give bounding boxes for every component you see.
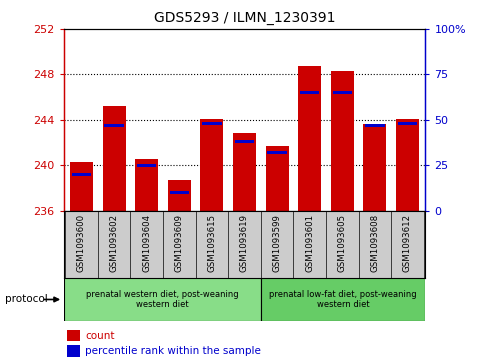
Bar [299,91,319,94]
Title: GDS5293 / ILMN_1230391: GDS5293 / ILMN_1230391 [153,11,335,25]
Bar [102,106,125,211]
Bar [265,146,288,211]
Text: GSM1093608: GSM1093608 [369,214,379,272]
Text: GSM1093599: GSM1093599 [272,214,281,272]
Bar [72,173,91,176]
Text: percentile rank within the sample: percentile rank within the sample [85,346,261,356]
Text: GSM1093600: GSM1093600 [77,214,86,272]
Text: GSM1093615: GSM1093615 [207,214,216,272]
Bar [298,66,321,211]
Bar [267,151,286,154]
Text: prenatal western diet, post-weaning
western diet: prenatal western diet, post-weaning west… [86,290,238,309]
Bar [67,345,80,357]
Text: GSM1093604: GSM1093604 [142,214,151,272]
Text: GSM1093619: GSM1093619 [240,214,248,272]
Bar [167,180,190,211]
Text: protocol: protocol [5,294,47,305]
Bar [200,119,223,211]
Bar [395,119,418,211]
Bar [363,125,386,211]
Bar [365,124,384,127]
Bar [63,278,261,321]
Text: GSM1093609: GSM1093609 [174,214,183,272]
Bar [104,124,123,127]
Bar [233,133,255,211]
Bar [330,71,353,211]
Bar [261,278,425,321]
Text: count: count [85,331,115,340]
Bar [67,330,80,341]
Bar [397,122,416,125]
Text: GSM1093612: GSM1093612 [402,214,411,272]
Bar [332,91,351,94]
Bar [135,159,158,211]
Text: prenatal low-fat diet, post-weaning
western diet: prenatal low-fat diet, post-weaning west… [269,290,416,309]
Bar [70,162,93,211]
Bar [137,164,156,167]
Text: GSM1093605: GSM1093605 [337,214,346,272]
Text: GSM1093601: GSM1093601 [305,214,314,272]
Bar [169,191,188,194]
Bar [234,140,254,143]
Text: GSM1093602: GSM1093602 [109,214,119,272]
Bar [202,122,221,125]
